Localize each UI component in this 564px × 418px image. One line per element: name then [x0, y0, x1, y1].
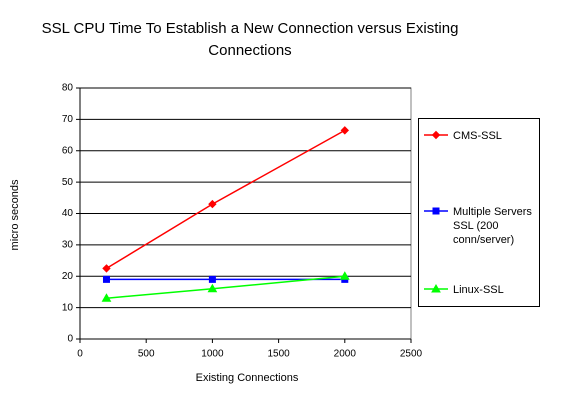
- legend-label: Linux-SSL: [453, 284, 504, 296]
- marker: [102, 264, 111, 273]
- x-tick-label: 500: [138, 349, 155, 360]
- marker: [102, 275, 110, 283]
- y-tick-label: 80: [62, 83, 74, 94]
- y-axis-label: micro seconds: [9, 179, 21, 250]
- x-tick-label: 2500: [400, 349, 423, 360]
- marker: [208, 199, 217, 209]
- y-tick-label: 60: [62, 145, 74, 156]
- y-tick-label: 0: [67, 334, 73, 345]
- chart-title: SSL CPU Time To Establish a New Connecti…: [41, 20, 459, 59]
- x-tick-label: 2000: [334, 349, 357, 360]
- x-tick-label: 1000: [201, 349, 224, 360]
- legend: CMS-SSL Multiple Servers SSL (200 conn/se…: [418, 118, 540, 307]
- y-tick-label: 20: [62, 271, 74, 282]
- x-axis-label: Existing Connections: [196, 372, 299, 384]
- x-tick-label: 1500: [267, 349, 290, 360]
- marker: [431, 283, 441, 293]
- marker: [339, 271, 350, 280]
- marker: [207, 283, 218, 293]
- y-tick-label: 30: [62, 240, 74, 251]
- legend-label: Multiple Servers SSL (200 conn/server): [453, 206, 532, 246]
- marker: [208, 275, 216, 283]
- x-tick-label: 0: [77, 349, 83, 360]
- legend-label: CMS-SSL: [453, 130, 502, 142]
- marker: [431, 130, 441, 140]
- marker: [432, 207, 440, 215]
- marker: [101, 293, 112, 302]
- marker: [340, 126, 350, 135]
- y-tick-label: 10: [62, 302, 74, 313]
- y-tick-label: 40: [62, 208, 74, 219]
- y-tick-label: 50: [62, 177, 74, 188]
- y-tick-label: 70: [62, 114, 74, 125]
